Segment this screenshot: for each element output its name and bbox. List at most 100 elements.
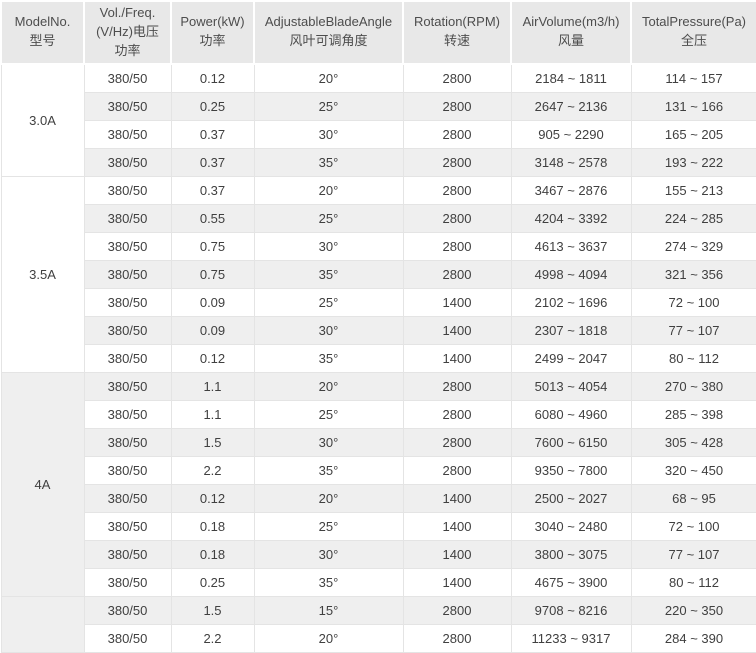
cell-power: 0.18 — [170, 539, 255, 569]
cell-voltage-freq: 380/50 — [83, 175, 172, 205]
cell-air-volume: 2499 ~ 2047 — [510, 343, 632, 373]
cell-power: 0.25 — [170, 567, 255, 597]
cell-rotation: 1400 — [402, 539, 512, 569]
table-row: 380/50 2.2 20° 2800 11233 ~ 9317 284 ~ 390 — [1, 623, 756, 653]
cell-total-pressure: 72 ~ 100 — [630, 287, 756, 317]
cell-air-volume: 4998 ~ 4094 — [510, 259, 632, 289]
cell-voltage-freq: 380/50 — [83, 343, 172, 373]
cell-air-volume: 4613 ~ 3637 — [510, 231, 632, 261]
cell-air-volume: 9350 ~ 7800 — [510, 455, 632, 485]
cell-total-pressure: 155 ~ 213 — [630, 175, 756, 205]
cell-rotation: 2800 — [402, 427, 512, 457]
col-header-line: 风叶可调角度 — [289, 33, 368, 49]
cell-rotation: 2800 — [402, 399, 512, 429]
cell-blade-angle: 25° — [253, 399, 404, 429]
cell-blade-angle: 15° — [253, 595, 404, 625]
table-row: 380/50 0.18 25° 1400 3040 ~ 2480 72 ~ 100 — [1, 511, 756, 541]
cell-rotation: 1400 — [402, 483, 512, 513]
cell-power: 1.1 — [170, 399, 255, 429]
cell-rotation: 2800 — [402, 623, 512, 653]
cell-rotation: 2800 — [402, 91, 512, 121]
table-row: 3.5A 380/50 0.37 20° 2800 3467 ~ 2876 155 ~ 21… — [0, 175, 756, 373]
cell-blade-angle: 25° — [253, 287, 404, 317]
cell-air-volume: 3148 ~ 2578 — [510, 147, 632, 177]
col-header-line: AirVolume(m3/h) — [522, 14, 620, 30]
cell-power: 0.12 — [170, 483, 255, 513]
cell-rotation: 2800 — [402, 371, 512, 401]
cell-voltage-freq: 380/50 — [83, 371, 172, 401]
table-row: 380/50 0.12 20° 1400 2500 ~ 2027 68 ~ 95 — [1, 483, 756, 513]
col-header-line: (V/Hz)电压 — [96, 23, 159, 39]
cell-blade-angle: 35° — [253, 343, 404, 373]
cell-total-pressure: 80 ~ 112 — [630, 343, 756, 373]
cell-power: 2.2 — [170, 623, 255, 653]
cell-total-pressure: 72 ~ 100 — [630, 511, 756, 541]
col-header-line: Vol./Freq. — [99, 5, 156, 20]
cell-voltage-freq: 380/50 — [83, 91, 172, 121]
cell-power: 0.37 — [170, 175, 255, 205]
cell-total-pressure: 285 ~ 398 — [630, 399, 756, 429]
table-body: 3.0A 380/50 0.12 20° 2800 2184 ~ 1811 114 ~ 15… — [0, 63, 756, 653]
cell-air-volume: 905 ~ 2290 — [510, 119, 632, 149]
cell-voltage-freq: 380/50 — [83, 315, 172, 345]
table-row: 380/50 1.5 15° 2800 9708 ~ 8216 220 ~ 350 — [0, 595, 756, 653]
cell-total-pressure: 165 ~ 205 — [630, 119, 756, 149]
cell-rotation: 1400 — [402, 315, 512, 345]
cell-air-volume: 6080 ~ 4960 — [510, 399, 632, 429]
cell-blade-angle: 30° — [253, 539, 404, 569]
cell-power: 0.18 — [170, 511, 255, 541]
table-header: ModelNo. 型号 Vol./Freq. (V/Hz)电压 功率 Power(kW) 功… — [0, 0, 756, 65]
cell-air-volume: 2647 ~ 2136 — [510, 91, 632, 121]
cell-total-pressure: 68 ~ 95 — [630, 483, 756, 513]
table-row: 380/50 0.18 30° 1400 3800 ~ 3075 77 ~ 107 — [1, 539, 756, 569]
cell-rotation: 1400 — [402, 287, 512, 317]
table-row: 380/50 0.55 25° 2800 4204 ~ 3392 224 ~ 285 — [1, 203, 756, 233]
col-header-blade-angle: AdjustableBladeAngle 风叶可调角度 — [253, 0, 404, 65]
table-row: 380/50 0.37 35° 2800 3148 ~ 2578 193 ~ 222 — [1, 147, 756, 177]
cell-power: 0.12 — [170, 343, 255, 373]
col-header-total-pressure: TotalPressure(Pa) 全压 — [630, 0, 756, 65]
col-header-voltage-freq: Vol./Freq. (V/Hz)电压 功率 — [83, 0, 172, 65]
col-header-line: Power(kW) — [180, 14, 245, 30]
cell-voltage-freq: 380/50 — [83, 119, 172, 149]
cell-air-volume: 3040 ~ 2480 — [510, 511, 632, 541]
col-header-rotation: Rotation(RPM) 转速 — [402, 0, 512, 65]
col-header-line: AdjustableBladeAngle — [264, 14, 393, 30]
cell-air-volume: 3467 ~ 2876 — [510, 175, 632, 205]
cell-blade-angle: 25° — [253, 91, 404, 121]
cell-voltage-freq: 380/50 — [83, 147, 172, 177]
cell-blade-angle: 20° — [253, 371, 404, 401]
cell-rotation: 2800 — [402, 259, 512, 289]
cell-power: 1.1 — [170, 371, 255, 401]
model-cell: 4A — [0, 371, 85, 597]
table-row: 380/50 0.37 30° 2800 905 ~ 2290 165 ~ 205 — [1, 119, 756, 149]
cell-power: 2.2 — [170, 455, 255, 485]
cell-rotation: 2800 — [402, 203, 512, 233]
cell-air-volume: 2102 ~ 1696 — [510, 287, 632, 317]
cell-total-pressure: 270 ~ 380 — [630, 371, 756, 401]
cell-rotation: 2800 — [402, 63, 512, 93]
cell-total-pressure: 220 ~ 350 — [630, 595, 756, 625]
cell-blade-angle: 35° — [253, 259, 404, 289]
table-row: 380/50 0.25 35° 1400 4675 ~ 3900 80 ~ 112 — [1, 567, 756, 597]
cell-air-volume: 2184 ~ 1811 — [510, 63, 632, 93]
col-header-air-volume: AirVolume(m3/h) 风量 — [510, 0, 632, 65]
cell-total-pressure: 131 ~ 166 — [630, 91, 756, 121]
cell-voltage-freq: 380/50 — [83, 455, 172, 485]
cell-total-pressure: 274 ~ 329 — [630, 231, 756, 261]
cell-power: 0.37 — [170, 119, 255, 149]
cell-power: 0.25 — [170, 91, 255, 121]
cell-voltage-freq: 380/50 — [83, 287, 172, 317]
cell-blade-angle: 20° — [253, 63, 404, 93]
cell-blade-angle: 30° — [253, 119, 404, 149]
cell-blade-angle: 20° — [253, 483, 404, 513]
header-row: ModelNo. 型号 Vol./Freq. (V/Hz)电压 功率 Power(kW) 功… — [0, 0, 756, 65]
cell-voltage-freq: 380/50 — [83, 399, 172, 429]
cell-total-pressure: 284 ~ 390 — [630, 623, 756, 653]
cell-total-pressure: 321 ~ 356 — [630, 259, 756, 289]
cell-total-pressure: 193 ~ 222 — [630, 147, 756, 177]
cell-air-volume: 4204 ~ 3392 — [510, 203, 632, 233]
cell-air-volume: 7600 ~ 6150 — [510, 427, 632, 457]
model-cell: 3.0A — [0, 63, 85, 177]
cell-rotation: 2800 — [402, 455, 512, 485]
